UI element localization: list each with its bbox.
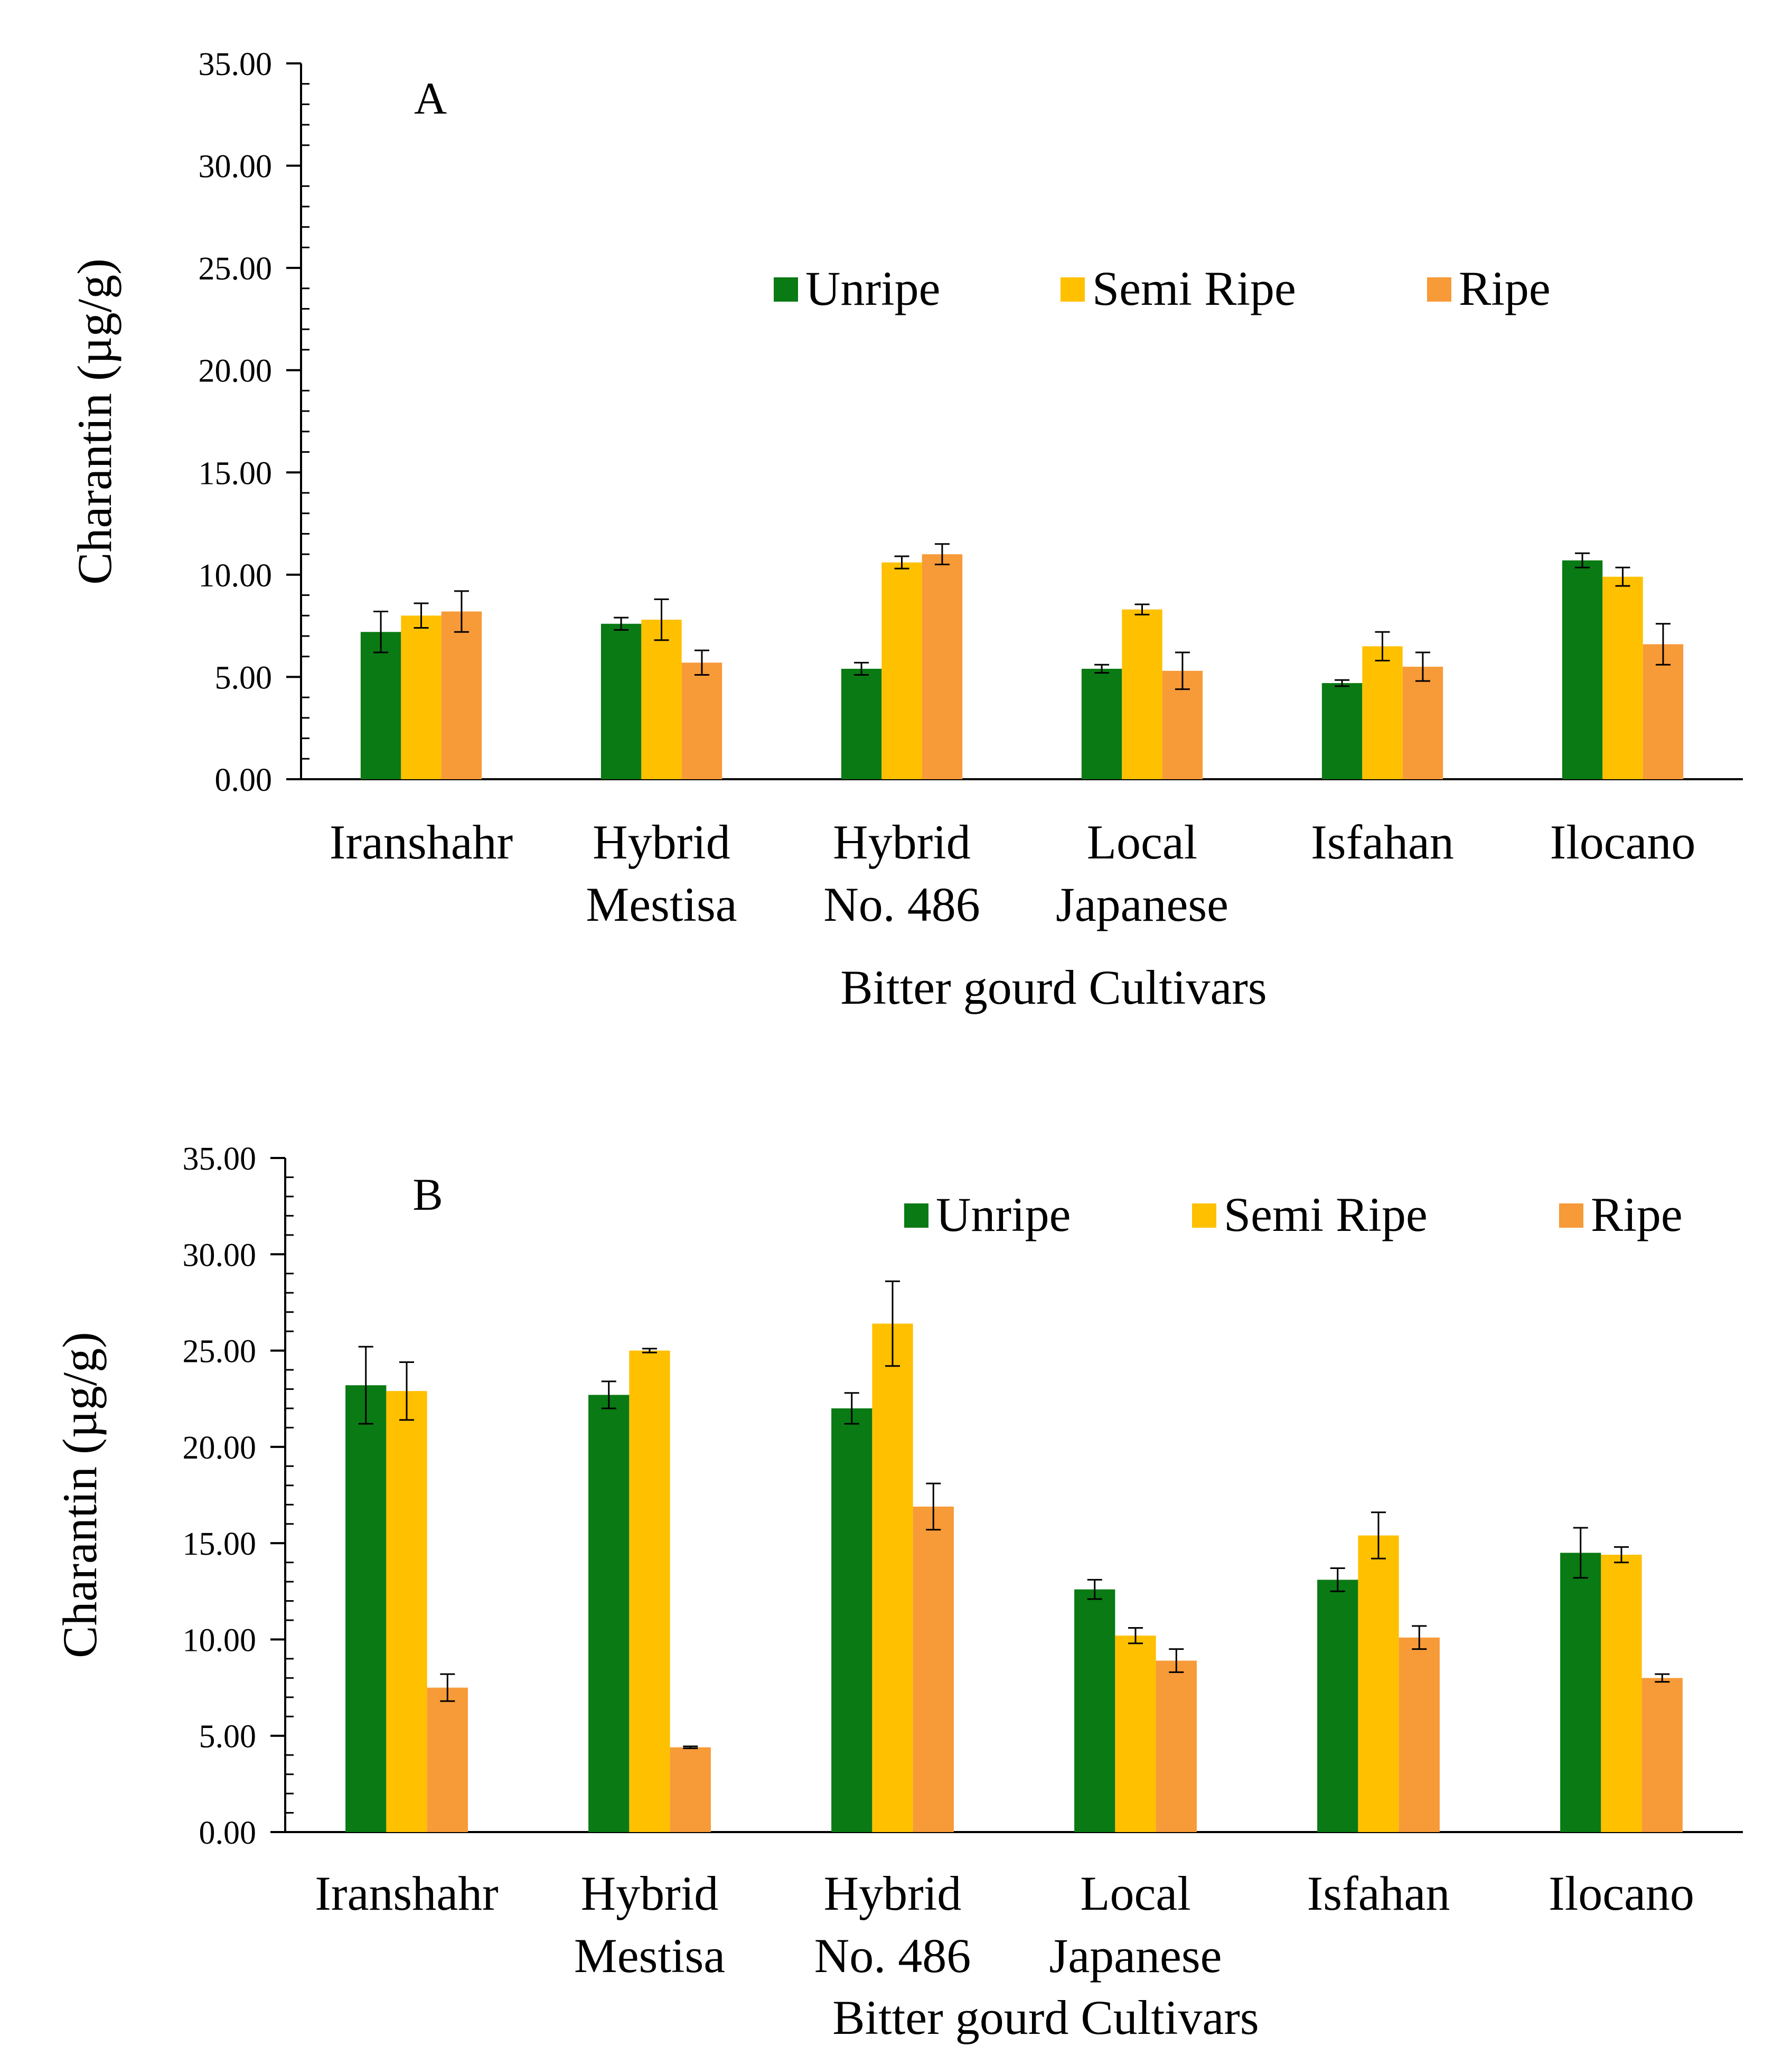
bar-unripe bbox=[360, 632, 401, 779]
y-tick-label: 5.00 bbox=[215, 660, 273, 696]
chart-panel-a: 0.00 5.00 10.00 15.00 20.00 25.00 30.00 35.00 Ir… bbox=[68, 46, 1743, 1014]
y-tick-label: 0.00 bbox=[199, 1815, 257, 1851]
x-category-label: Ilocano bbox=[1549, 1866, 1694, 1920]
x-axis-title: Bitter gourd Cultivars bbox=[832, 1991, 1259, 2044]
y-tick-label: 10.00 bbox=[183, 1622, 257, 1658]
x-category-label: Hybrid bbox=[833, 815, 971, 869]
y-tick-label: 10.00 bbox=[199, 558, 273, 594]
bar-semi-ripe bbox=[1115, 1636, 1156, 1832]
bar-ripe bbox=[441, 611, 482, 779]
chart-panel-b: 0.00 5.00 10.00 15.00 20.00 25.00 30.00 35.00 Ir… bbox=[53, 1141, 1743, 2044]
y-tick-label: 35.00 bbox=[199, 46, 273, 82]
bar-ripe bbox=[1402, 667, 1443, 779]
bar-unripe bbox=[1562, 560, 1603, 779]
panel-letter: B bbox=[412, 1169, 443, 1220]
bar-semi-ripe bbox=[1601, 1555, 1642, 1832]
x-category-label: Local bbox=[1087, 815, 1197, 869]
bar-semi-ripe bbox=[881, 562, 922, 779]
x-category-label: Hybrid bbox=[581, 1866, 719, 1920]
legend-label: Unripe bbox=[936, 1188, 1071, 1241]
bar-semi-ripe bbox=[629, 1350, 670, 1832]
x-category-label: Japanese bbox=[1049, 1929, 1222, 1983]
y-tick-label: 35.00 bbox=[183, 1141, 257, 1177]
x-axis-title: Bitter gourd Cultivars bbox=[840, 960, 1266, 1014]
bar-unripe bbox=[345, 1385, 387, 1832]
legend-label: Semi Ripe bbox=[1092, 261, 1296, 315]
bar-unripe bbox=[1560, 1553, 1601, 1832]
bar-semi-ripe bbox=[401, 615, 442, 779]
y-tick-label: 20.00 bbox=[183, 1430, 257, 1466]
legend-swatch bbox=[904, 1203, 928, 1228]
legend-swatch bbox=[1559, 1203, 1583, 1228]
bar-semi-ripe bbox=[641, 620, 682, 779]
bar-semi-ripe bbox=[1358, 1535, 1399, 1832]
legend-swatch bbox=[1061, 277, 1085, 302]
x-category-label: Ilocano bbox=[1550, 815, 1696, 869]
bar-semi-ripe bbox=[872, 1323, 913, 1832]
x-category-label: Isfahan bbox=[1307, 1866, 1450, 1920]
legend-swatch bbox=[1192, 1203, 1216, 1228]
bar-semi-ripe bbox=[386, 1391, 427, 1832]
y-axis-title: Charantin (µg/g) bbox=[68, 258, 121, 585]
x-category-label: No. 486 bbox=[823, 877, 980, 931]
bar-ripe bbox=[670, 1747, 711, 1832]
bar-unripe bbox=[601, 623, 642, 779]
bar-unripe bbox=[841, 668, 882, 779]
y-tick-label: 30.00 bbox=[199, 149, 273, 185]
bar-ripe bbox=[1643, 644, 1684, 779]
x-category-label: Hybrid bbox=[593, 815, 730, 869]
x-category-label: Iranshahr bbox=[330, 815, 513, 869]
y-tick-label: 5.00 bbox=[199, 1719, 257, 1755]
bar-ripe bbox=[427, 1687, 468, 1832]
bar-ripe bbox=[913, 1506, 954, 1832]
x-category-label: Hybrid bbox=[824, 1866, 962, 1920]
x-category-label: Mestisa bbox=[586, 877, 737, 931]
y-tick-label: 15.00 bbox=[199, 455, 273, 491]
bar-ripe bbox=[1156, 1660, 1197, 1832]
y-tick-label: 0.00 bbox=[215, 762, 273, 798]
y-tick-label: 30.00 bbox=[183, 1237, 257, 1273]
x-category-label: No. 486 bbox=[814, 1929, 971, 1983]
x-category-label: Local bbox=[1080, 1866, 1190, 1920]
bar-ripe bbox=[1399, 1637, 1440, 1832]
x-category-label: Mestisa bbox=[574, 1929, 725, 1983]
y-tick-label: 15.00 bbox=[183, 1526, 257, 1562]
bar-unripe bbox=[1081, 668, 1122, 779]
legend-label: Ripe bbox=[1591, 1188, 1683, 1241]
bar-ripe bbox=[1641, 1678, 1683, 1832]
bar-ripe bbox=[681, 662, 723, 779]
bar-unripe bbox=[1074, 1589, 1115, 1832]
y-tick-label: 25.00 bbox=[199, 251, 273, 287]
bar-semi-ripe bbox=[1362, 646, 1403, 779]
x-category-label: Japanese bbox=[1056, 877, 1228, 931]
legend-label: Ripe bbox=[1459, 261, 1551, 315]
panel-letter: A bbox=[414, 73, 447, 124]
legend-label: Semi Ripe bbox=[1224, 1188, 1428, 1241]
y-tick-label: 25.00 bbox=[183, 1334, 257, 1370]
bar-unripe bbox=[831, 1408, 872, 1832]
bar-unripe bbox=[588, 1395, 630, 1832]
bar-unripe bbox=[1321, 683, 1363, 779]
legend-swatch bbox=[774, 277, 798, 302]
bar-semi-ripe bbox=[1122, 609, 1162, 779]
legend-label: Unripe bbox=[805, 261, 940, 315]
y-axis-title: Charantin (µg/g) bbox=[53, 1332, 107, 1658]
x-category-label: Iranshahr bbox=[315, 1866, 498, 1920]
bar-semi-ripe bbox=[1602, 576, 1643, 779]
bar-ripe bbox=[922, 554, 963, 779]
x-category-label: Isfahan bbox=[1311, 815, 1454, 869]
y-tick-label: 20.00 bbox=[199, 353, 273, 389]
legend-swatch bbox=[1427, 277, 1451, 302]
bar-unripe bbox=[1317, 1580, 1358, 1832]
